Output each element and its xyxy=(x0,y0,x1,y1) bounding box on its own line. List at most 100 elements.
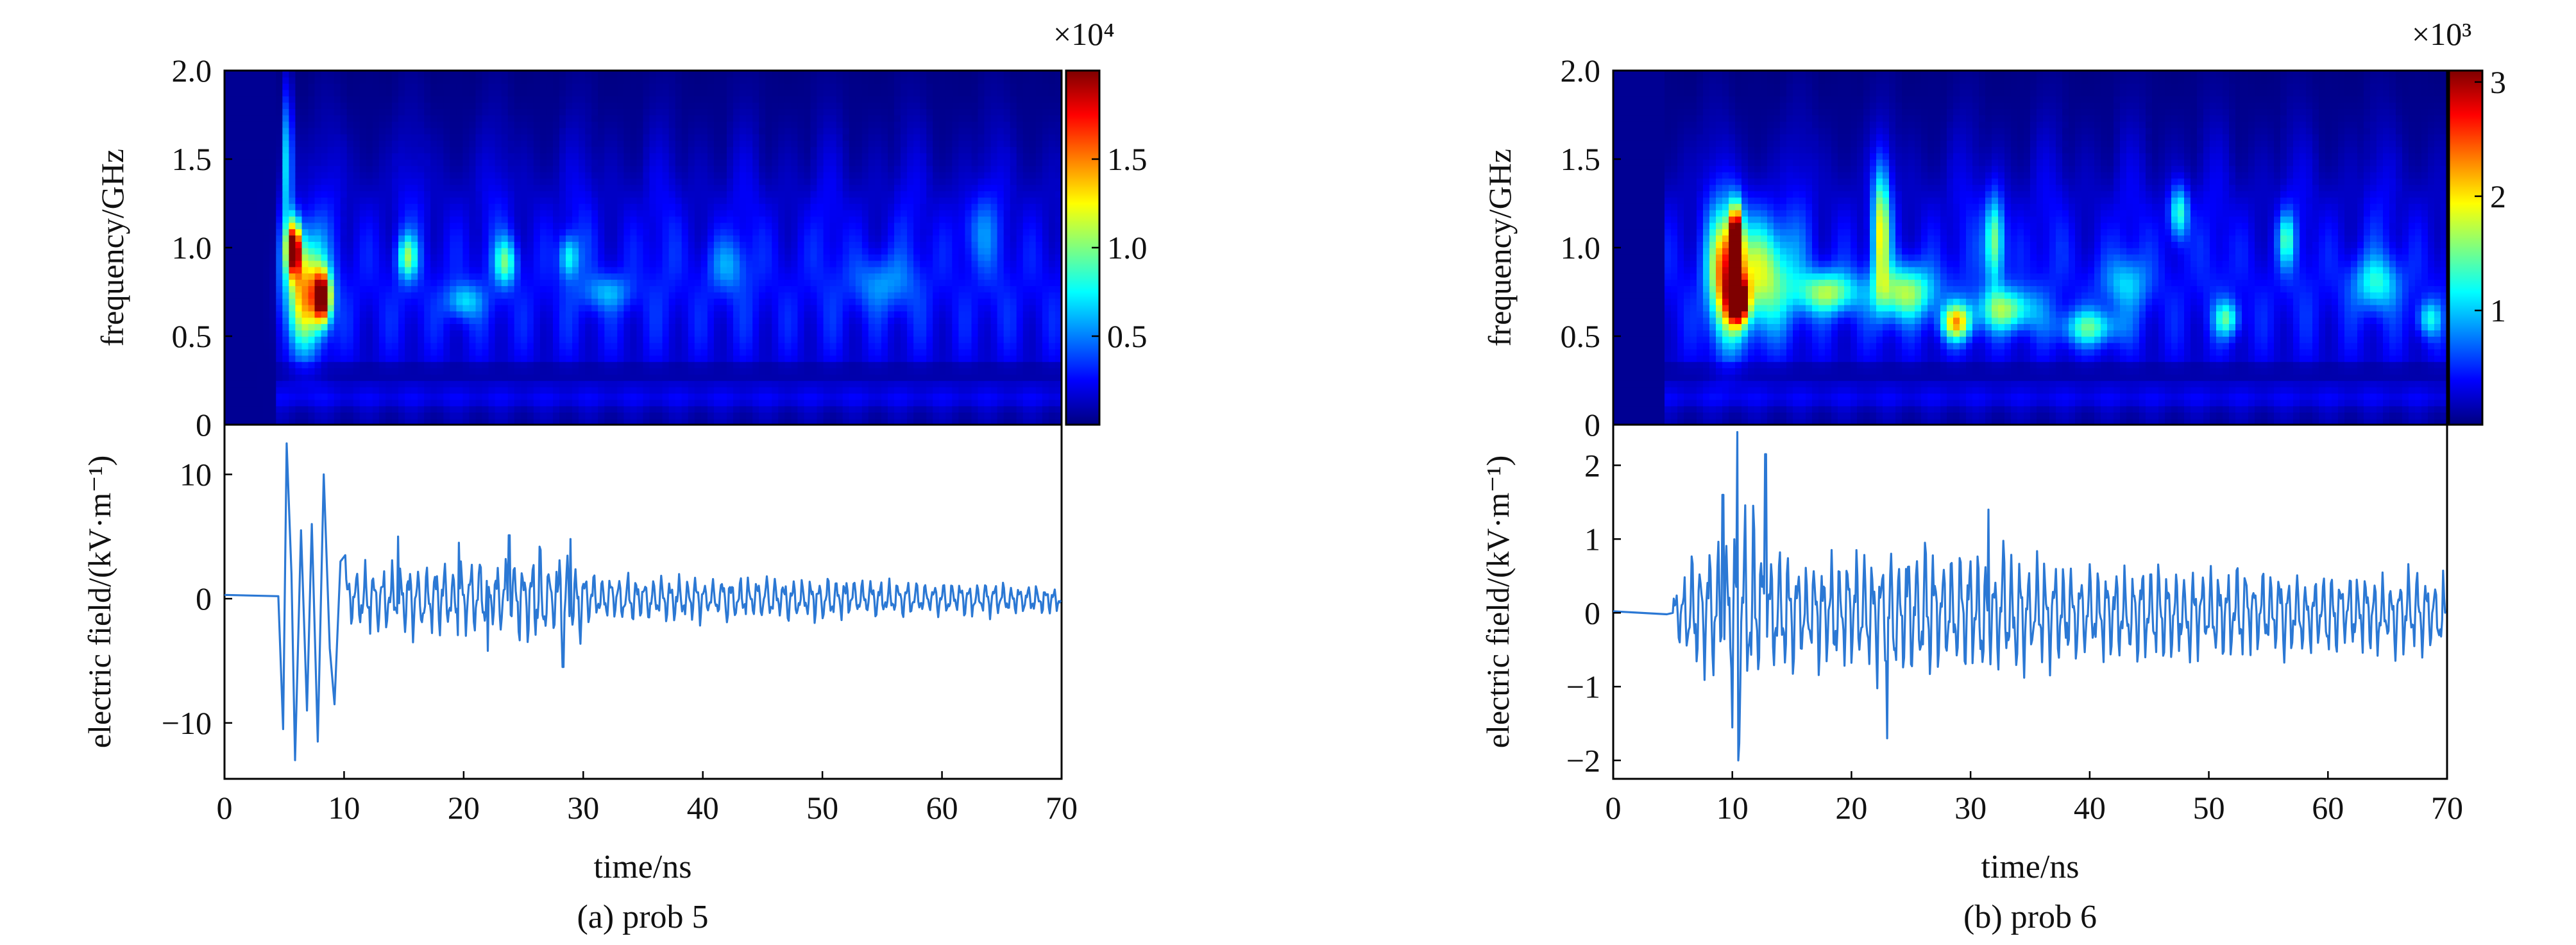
spectrogram-a-cell xyxy=(346,146,354,153)
spectrogram-a-cell xyxy=(681,405,689,413)
spectrogram-a-cell xyxy=(257,285,264,293)
spectrogram-a-cell xyxy=(295,165,303,173)
spectrogram-a-cell xyxy=(533,368,541,375)
spectrogram-a-cell xyxy=(314,336,322,343)
spectrogram-a-cell xyxy=(681,412,689,419)
spectrogram-a-cell xyxy=(752,342,760,350)
spectrogram-a-cell xyxy=(617,418,625,425)
spectrogram-a-cell xyxy=(346,228,354,236)
spectrogram-a-cell xyxy=(733,140,740,148)
spectrogram-a-cell xyxy=(636,298,644,305)
spectrogram-a-cell xyxy=(656,374,663,381)
spectrogram-a-cell xyxy=(636,386,644,394)
spectrogram-a-cell xyxy=(372,133,380,141)
spectrogram-a-cell xyxy=(386,115,393,122)
spectrogram-a-cell xyxy=(765,140,773,148)
spectrogram-a-cell xyxy=(314,368,322,375)
spectrogram-a-cell xyxy=(527,115,534,122)
spectrogram-a-cell xyxy=(784,412,792,419)
spectrogram-a-cell xyxy=(778,253,786,261)
spectrogram-a-cell xyxy=(244,361,251,369)
spectrogram-a-cell xyxy=(231,285,238,293)
spectrogram-a-cell xyxy=(424,241,432,248)
spectrogram-a-cell xyxy=(244,292,251,299)
spectrogram-a-cell xyxy=(752,279,760,286)
spectrogram-a-cell xyxy=(411,279,418,286)
spectrogram-a-cell xyxy=(752,76,760,84)
spectrogram-a-cell xyxy=(488,241,496,248)
spectrogram-a-cell xyxy=(314,393,322,400)
spectrogram-a-cell xyxy=(784,127,792,135)
spectrogram-a-cell xyxy=(334,76,341,84)
spectrogram-a-cell xyxy=(585,393,593,400)
spectrogram-a-cell xyxy=(778,323,786,330)
spectrogram-a-cell xyxy=(553,184,560,192)
spectrogram-a-cell xyxy=(424,191,432,198)
spectrogram-a-cell xyxy=(611,184,618,192)
spectrogram-a-cell xyxy=(694,330,702,337)
spectrogram-a-cell xyxy=(295,184,303,192)
spectrogram-a-cell xyxy=(501,197,509,204)
spectrogram-a-cell xyxy=(759,279,767,286)
spectrogram-a-cell xyxy=(579,412,586,419)
spectrogram-a-cell xyxy=(263,140,271,148)
spectrogram-a-cell xyxy=(514,71,521,78)
spectrogram-a-cell xyxy=(462,317,470,325)
spectrogram-a-cell xyxy=(759,266,767,274)
spectrogram-a-cell xyxy=(765,209,773,217)
spectrogram-a-cell xyxy=(308,115,316,122)
spectrogram-a-cell xyxy=(662,279,670,286)
spectrogram-a-cell xyxy=(527,191,534,198)
spectrogram-a-cell xyxy=(372,209,380,217)
spectrogram-a-cell xyxy=(443,121,451,128)
spectrogram-a-cell xyxy=(231,260,238,268)
spectrogram-a-cell xyxy=(740,159,747,166)
spectrogram-a-cell xyxy=(591,405,599,413)
spectrogram-a-cell xyxy=(405,197,412,204)
spectrogram-a-cell xyxy=(321,330,328,337)
spectrogram-a-cell xyxy=(546,171,554,179)
spectrogram-a-cell xyxy=(759,209,767,217)
spectrogram-a-cell xyxy=(269,102,277,109)
spectrogram-a-cell xyxy=(450,348,457,356)
spectrogram-a-cell xyxy=(327,253,335,261)
spectrogram-a-cell xyxy=(733,197,740,204)
spectrogram-a-cell xyxy=(308,355,316,362)
spectrogram-a-cell xyxy=(740,121,747,128)
spectrogram-a-cell xyxy=(746,222,753,230)
spectrogram-a-cell xyxy=(604,146,612,153)
spectrogram-a-cell xyxy=(649,71,657,78)
spectrogram-a-cell xyxy=(430,171,438,179)
spectrogram-a-cell xyxy=(656,323,663,330)
spectrogram-a-cell xyxy=(321,228,328,236)
spectrogram-a-cell xyxy=(334,108,341,115)
spectrogram-a-cell xyxy=(566,71,573,78)
spectrogram-a-cell xyxy=(662,108,670,115)
spectrogram-a-cell xyxy=(591,418,599,425)
spectrogram-a-cell xyxy=(668,405,676,413)
spectrogram-a-cell xyxy=(244,76,251,84)
spectrogram-a-cell xyxy=(462,153,470,160)
spectrogram-a-cell xyxy=(572,393,579,400)
spectrogram-a-cell xyxy=(713,342,721,350)
spectrogram-a-cell xyxy=(611,399,618,407)
spectrogram-a-cell xyxy=(681,216,689,223)
spectrogram-a-cell xyxy=(450,228,457,236)
spectrogram-a-cell xyxy=(772,115,779,122)
spectrogram-a-cell xyxy=(694,197,702,204)
spectrogram-a-cell xyxy=(263,418,271,425)
spectrogram-a-cell xyxy=(759,311,767,318)
spectrogram-a-cell xyxy=(514,336,521,343)
spectrogram-a-cell xyxy=(514,102,521,109)
spectrogram-a-cell xyxy=(495,203,502,210)
spectrogram-a-cell xyxy=(237,216,244,223)
spectrogram-a-cell xyxy=(579,184,586,192)
spectrogram-a-cell xyxy=(257,228,264,236)
spectrogram-a-cell xyxy=(359,197,367,204)
spectrogram-a-cell xyxy=(488,184,496,192)
spectrogram-a-cell xyxy=(353,108,360,115)
spectrogram-a-cell xyxy=(688,304,695,312)
spectrogram-a-cell xyxy=(688,253,695,261)
spectrogram-a-cell xyxy=(694,361,702,369)
